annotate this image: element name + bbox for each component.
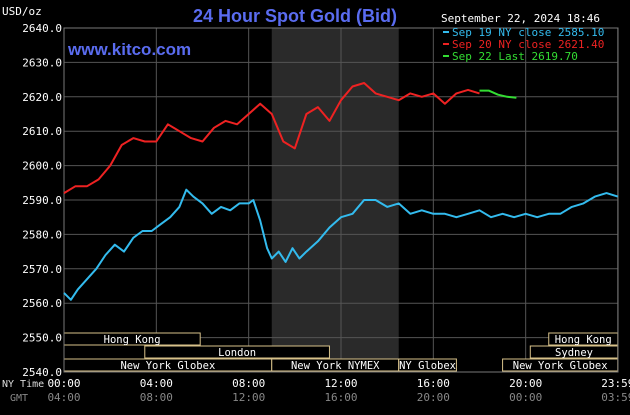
y-tick-label: 2610.0 [22,125,62,138]
x-tick-label-gmt: 12:00 [232,391,265,404]
y-tick-label: 2570.0 [22,263,62,276]
x-tick-label-gmt: 16:00 [324,391,357,404]
session-label: New York Globex [120,360,215,372]
x-tick-label-ny: 23:59 [601,377,630,390]
session-label: London [218,347,256,359]
x-tick-labels: 00:0004:0008:0012:0016:0020:0023:5904:00… [47,377,630,404]
header-date: September 22, 2024 18:46 [441,12,600,25]
legend-entry: Sep 20 NY close 2621.40 [452,38,604,51]
y-tick-label: 2640.0 [22,22,62,35]
y-tick-label: 2550.0 [22,332,62,345]
x-tick-label-gmt: 03:59 [601,391,630,404]
legend-entry: Sep 22 Last 2619.70 [452,50,578,63]
session-label: New York NYMEX [291,360,380,372]
x-row-label-gmt: GMT [10,393,28,404]
x-tick-label-ny: 08:00 [232,377,265,390]
session-label: Hong Kong [555,334,612,346]
session-label: Hong Kong [104,334,161,346]
x-tick-label-ny: 20:00 [509,377,542,390]
x-tick-label-ny: 16:00 [417,377,450,390]
y-tick-label: 2580.0 [22,228,62,241]
series-line-3 [479,89,517,99]
y-axis-label: USD/oz [2,5,42,18]
series-line-2 [63,82,480,194]
site-watermark: www.kitco.com [67,40,191,59]
y-tick-label: 2620.0 [22,91,62,104]
plot-frame [63,27,619,373]
session-label: New York Globex [513,360,608,372]
x-tick-label-ny: 00:00 [47,377,80,390]
x-tick-label-gmt: 00:00 [509,391,542,404]
y-tick-labels: 2540.0 2550.0 2560.0 2570.0 2580.0 2590.0 2600… [22,22,62,379]
y-tick-label: 2560.0 [22,297,62,310]
legend-entry: Sep 19 NY close 2585.10 [452,26,604,39]
x-row-label-ny: NY Time [2,379,44,390]
y-tick-label: 2630.0 [22,56,62,69]
session-box [144,345,330,359]
x-tick-label-gmt: 08:00 [140,391,173,404]
y-tick-label: 2600.0 [22,160,62,173]
chart-title: 24 Hour Spot Gold (Bid) [193,6,397,26]
series-lines [63,82,619,301]
session-label: NY Globex [399,360,456,372]
x-tick-label-gmt: 20:00 [417,391,450,404]
session-label: Sydney [555,347,593,359]
session-box [398,358,457,372]
x-tick-label-ny: 04:00 [140,377,173,390]
x-tick-label-ny: 12:00 [324,377,357,390]
x-tick-label-gmt: 04:00 [47,391,80,404]
series-line-1 [63,188,619,301]
y-tick-label: 2540.0 [22,366,62,379]
y-tick-label: 2590.0 [22,194,62,207]
